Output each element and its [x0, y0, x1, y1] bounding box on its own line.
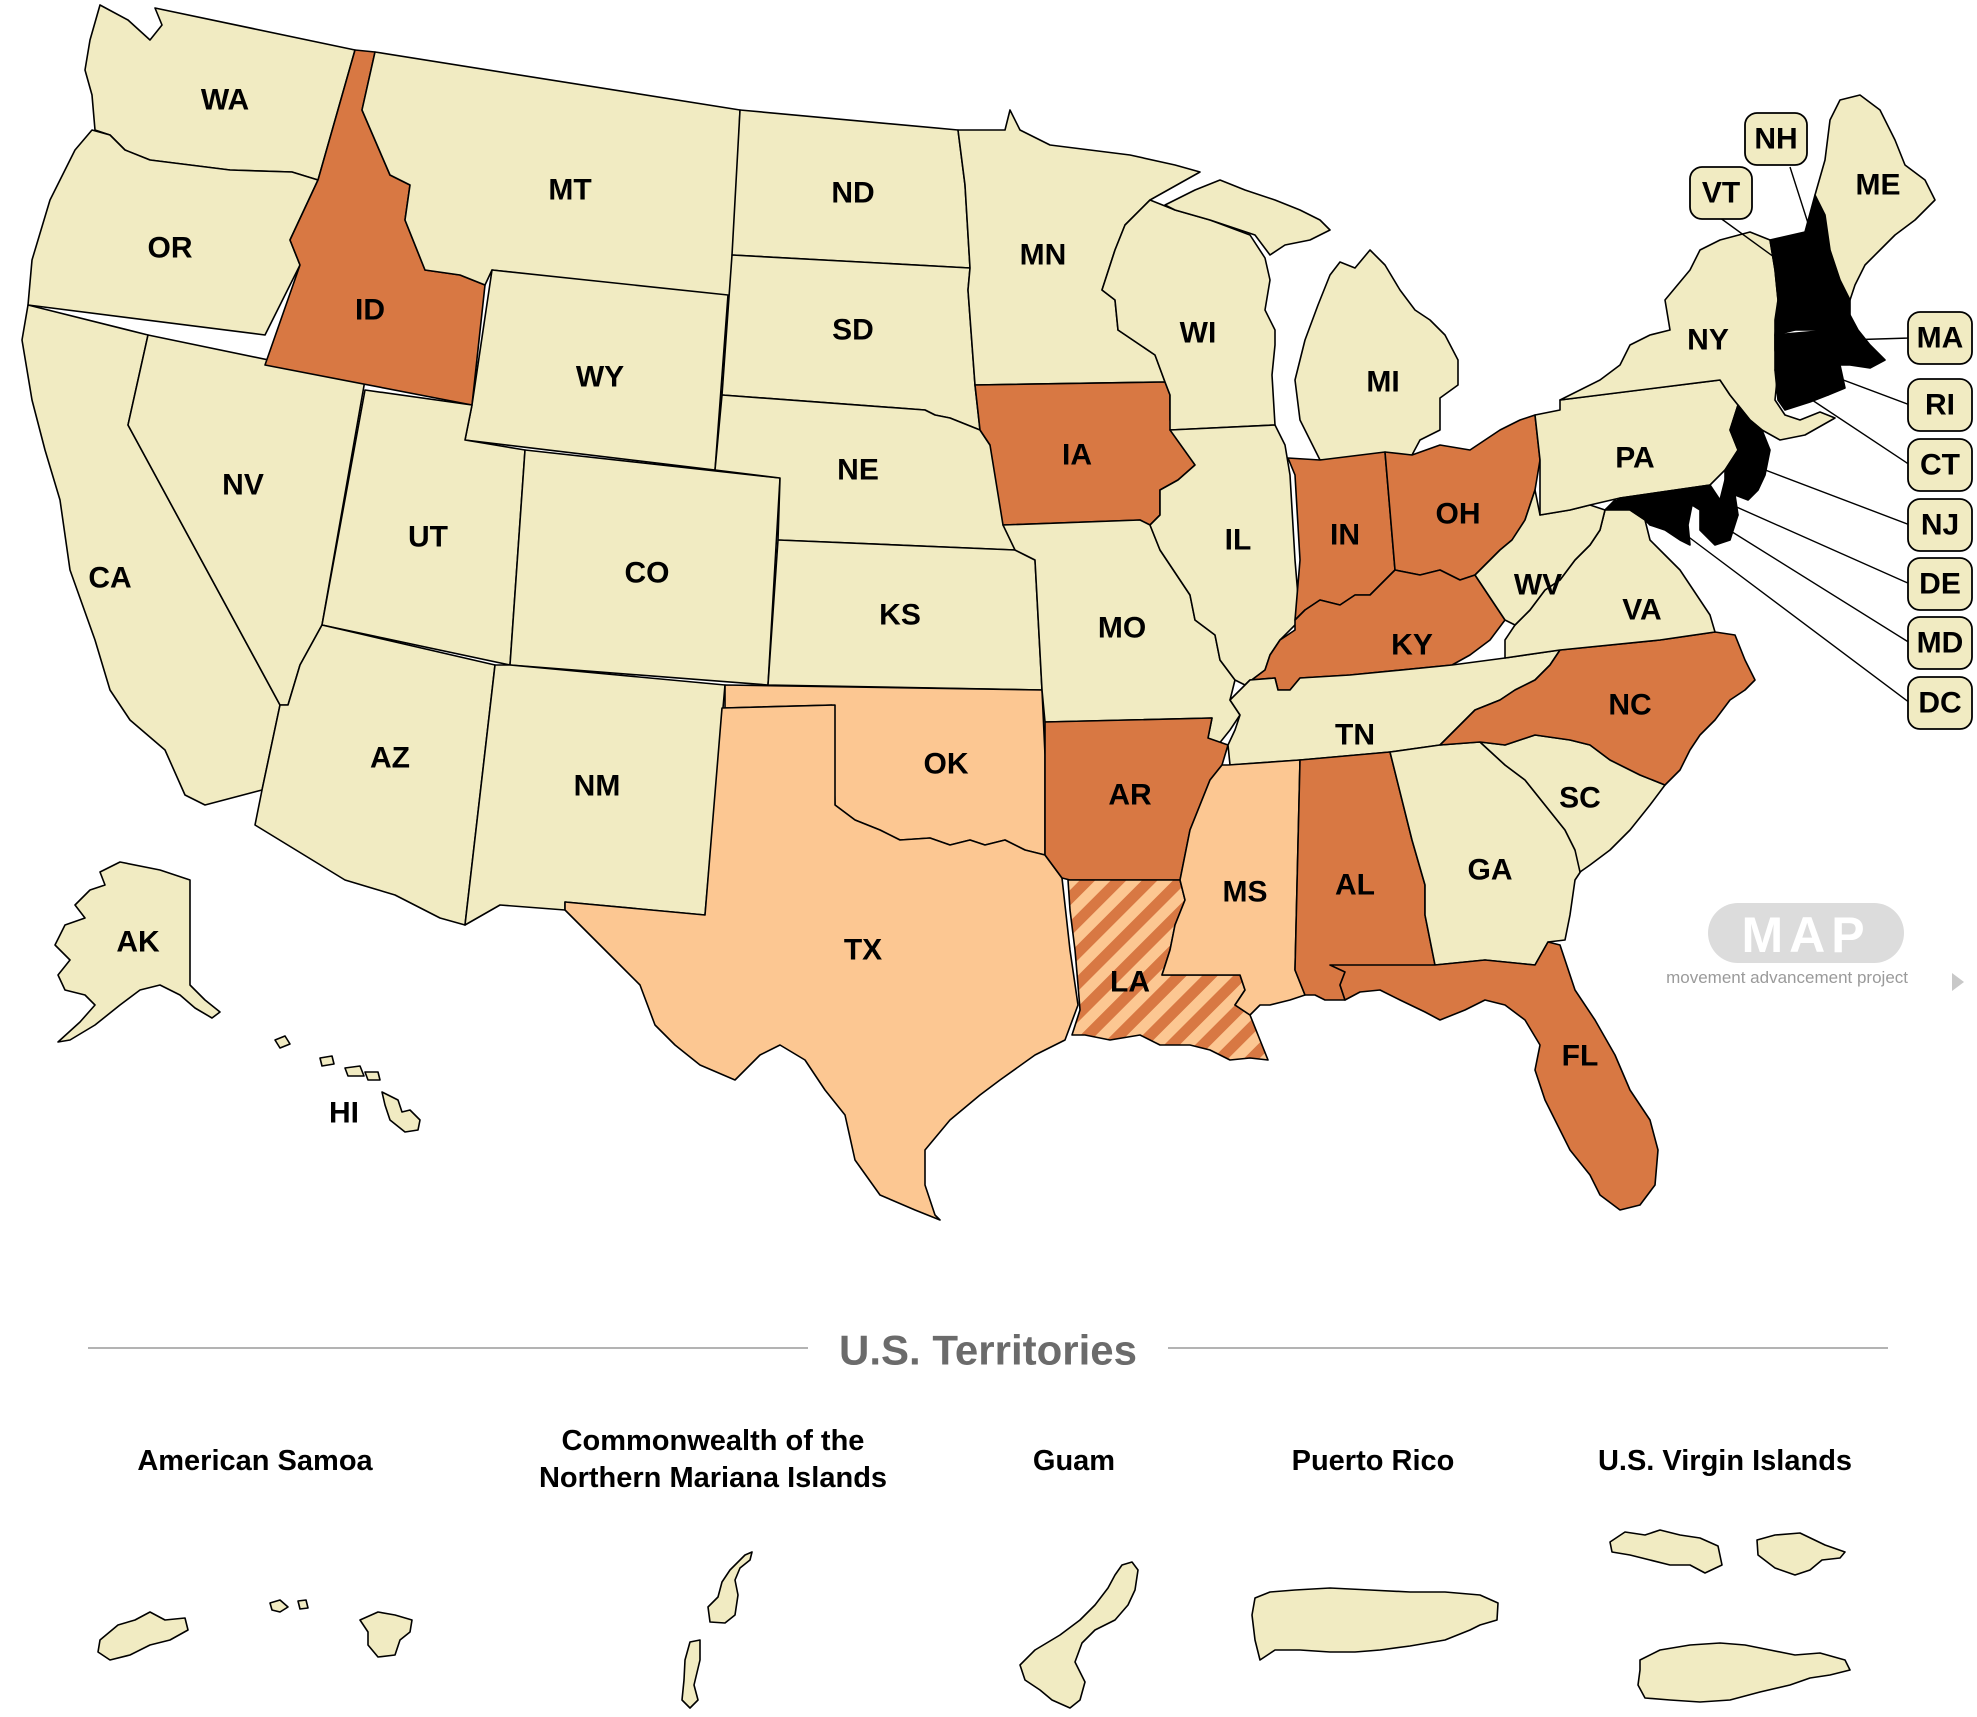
callout-nh-label: NH: [1754, 123, 1797, 156]
state-nc[interactable]: [1439, 631, 1756, 786]
map-logo-tagline: movement advancement project: [1666, 968, 1908, 987]
label-ms: MS: [1223, 876, 1268, 909]
territory-american-samoa[interactable]: [97, 1599, 413, 1661]
state-wi[interactable]: [1101, 199, 1276, 431]
label-ar: AR: [1108, 779, 1152, 812]
state-wy[interactable]: [464, 269, 729, 471]
callout-md-label: MD: [1917, 627, 1964, 660]
label-id: ID: [355, 294, 385, 327]
label-nm: NM: [574, 770, 621, 803]
label-mn: MN: [1020, 239, 1067, 272]
territory-puerto-rico[interactable]: [1251, 1587, 1499, 1661]
state-ms[interactable]: [1161, 759, 1306, 1016]
state-mi[interactable]: [1164, 179, 1459, 461]
label-fl: FL: [1562, 1040, 1599, 1073]
territory-label-usvi: U.S. Virgin Islands: [1598, 1445, 1852, 1477]
label-va: VA: [1622, 594, 1661, 627]
label-wa: WA: [201, 84, 249, 117]
label-al: AL: [1335, 869, 1375, 902]
label-mo: MO: [1098, 612, 1146, 645]
label-wy: WY: [576, 361, 624, 394]
callout-ct-label: CT: [1920, 449, 1960, 482]
territory-guam[interactable]: [1019, 1561, 1139, 1709]
territory-label-guam: Guam: [1033, 1445, 1115, 1477]
state-fl[interactable]: [1329, 941, 1659, 1211]
label-me: ME: [1856, 169, 1901, 202]
callout-ri[interactable]: RI: [1907, 378, 1973, 432]
label-hi: HI: [329, 1097, 359, 1130]
state-me[interactable]: [1814, 94, 1936, 301]
callout-ct[interactable]: CT: [1907, 438, 1973, 492]
map-logo-mark: MAP: [1741, 907, 1870, 963]
territory-cnmi[interactable]: [681, 1551, 753, 1709]
callout-vt[interactable]: VT: [1689, 166, 1753, 220]
label-co: CO: [625, 557, 670, 590]
state-nj[interactable]: [1724, 404, 1771, 501]
callout-ma[interactable]: MA: [1907, 311, 1973, 365]
state-il[interactable]: [1149, 424, 1301, 686]
territory-usvi[interactable]: [1609, 1529, 1851, 1703]
label-ak: AK: [116, 926, 160, 959]
label-mt: MT: [548, 174, 591, 207]
label-nv: NV: [222, 469, 264, 502]
callout-dc[interactable]: DC: [1907, 676, 1973, 730]
play-icon: [1952, 973, 1964, 991]
label-il: IL: [1225, 524, 1252, 557]
label-ia: IA: [1062, 439, 1092, 472]
callout-md[interactable]: MD: [1907, 616, 1973, 670]
territories-title: U.S. Territories: [839, 1327, 1137, 1374]
label-wi: WI: [1180, 317, 1217, 350]
label-tn: TN: [1335, 719, 1375, 752]
territory-label-cnmi-line2: Northern Mariana Islands: [539, 1462, 887, 1494]
state-tx[interactable]: [564, 704, 1079, 1221]
label-mi: MI: [1366, 366, 1399, 399]
label-nd: ND: [831, 177, 874, 210]
label-ks: KS: [879, 599, 921, 632]
state-hi[interactable]: [274, 1035, 421, 1133]
label-tx: TX: [844, 934, 882, 967]
label-ny: NY: [1687, 324, 1729, 357]
label-ut: UT: [408, 521, 448, 554]
state-ak[interactable]: [54, 861, 221, 1043]
callout-dc-label: DC: [1918, 687, 1961, 720]
territories-section: U.S. Territories American Samoa Commonwe…: [88, 1327, 1888, 1709]
label-sc: SC: [1559, 782, 1601, 815]
label-ok: OK: [924, 748, 969, 781]
callout-nj-label: NJ: [1921, 509, 1959, 542]
label-oh: OH: [1436, 498, 1481, 531]
label-ca: CA: [88, 562, 131, 595]
callout-de[interactable]: DE: [1907, 557, 1973, 611]
label-ky: KY: [1391, 629, 1433, 662]
label-nc: NC: [1608, 689, 1651, 722]
state-labels: WA OR CA NV ID MT WY UT AZ CO NM ND SD N…: [88, 84, 1900, 1130]
territory-label-american-samoa: American Samoa: [137, 1445, 373, 1477]
state-md[interactable]: [1604, 484, 1739, 546]
label-az: AZ: [370, 742, 410, 775]
map-logo: MAP movement advancement project: [1666, 903, 1964, 991]
label-or: OR: [148, 232, 193, 265]
state-ct[interactable]: [1774, 364, 1829, 411]
state-shapes: [21, 4, 1936, 1221]
label-ga: GA: [1468, 854, 1513, 887]
callout-nj[interactable]: NJ: [1907, 498, 1973, 552]
label-ne: NE: [837, 454, 879, 487]
callout-vt-label: VT: [1702, 177, 1740, 210]
callout-nh[interactable]: NH: [1744, 112, 1808, 166]
label-in: IN: [1330, 519, 1360, 552]
callout-de-label: DE: [1919, 568, 1961, 601]
territory-label-puerto-rico: Puerto Rico: [1292, 1445, 1455, 1477]
label-pa: PA: [1615, 442, 1654, 475]
callout-ma-label: MA: [1917, 322, 1964, 355]
callout-leaders: [1681, 166, 1911, 704]
label-wv: WV: [1514, 569, 1562, 602]
callout-boxes: NH VT MA RI CT NJ DE MD: [1689, 112, 1973, 730]
territory-label-cnmi-line1: Commonwealth of the: [562, 1425, 865, 1457]
label-la: LA: [1110, 966, 1150, 999]
callout-ri-label: RI: [1925, 389, 1955, 422]
label-sd: SD: [832, 314, 874, 347]
